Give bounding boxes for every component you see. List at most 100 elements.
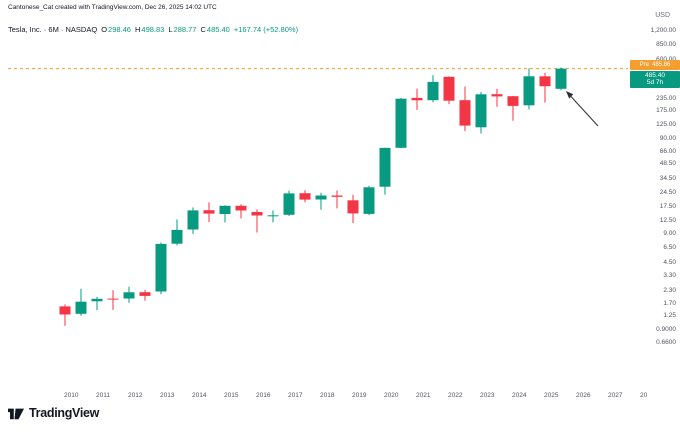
candle-2010-h2[interactable]: [75, 288, 87, 316]
candle-body: [267, 215, 279, 217]
price-axis[interactable]: 1,200.00850.00600.00315.00235.00175.0012…: [628, 0, 680, 390]
ohlc-field-value: 485.40: [206, 25, 230, 34]
ohlc-field-value: 498.83: [141, 25, 165, 34]
candle-body: [491, 94, 503, 97]
candle-2021-h1[interactable]: [411, 88, 423, 110]
candle-body: [75, 301, 87, 314]
ohlc-field-label: C: [200, 25, 206, 34]
time-axis-label: 2011: [96, 392, 110, 399]
time-axis-label: 2019: [352, 392, 367, 399]
price-axis-label: 1,200.00: [650, 27, 676, 34]
time-axis-label: 2025: [544, 392, 559, 399]
time-axis-label: 2023: [480, 392, 495, 399]
price-axis-label: 90.00: [659, 134, 676, 142]
candle-body: [411, 97, 423, 101]
arrow-shaft: [570, 96, 599, 127]
candle-2016-h1[interactable]: [251, 209, 263, 233]
price-axis-label: 4.50: [663, 259, 676, 267]
symbol-info-row[interactable]: Tesla, Inc. · 6M · NASDAQ O298.46 H498.83 L…: [8, 25, 298, 34]
price-axis-label: 9.00: [663, 230, 676, 238]
time-axis-label: 2022: [448, 392, 463, 399]
candle-2023-h1[interactable]: [475, 91, 487, 134]
candle-2025-h2[interactable]: [555, 67, 567, 91]
candle-body: [459, 100, 471, 126]
time-axis-label: 2015: [224, 392, 239, 399]
candle-2022-h2[interactable]: [459, 86, 471, 131]
candle-2019-h1[interactable]: [347, 194, 359, 224]
candle-body: [235, 205, 247, 211]
candle-body: [219, 205, 231, 214]
arrow-head: [566, 91, 574, 99]
candle-2016-h2[interactable]: [267, 210, 279, 223]
candle-body: [139, 292, 151, 296]
time-axis-label: 2018: [320, 392, 335, 399]
ohlc-field-label: O: [101, 25, 108, 34]
candle-body: [315, 195, 327, 200]
price-axis-label: 17.50: [659, 202, 676, 210]
candle-2014-h1[interactable]: [187, 207, 199, 234]
candle-2024-h1[interactable]: [507, 96, 519, 121]
time-axis-label: 2020: [384, 392, 399, 399]
candle-2024-h2[interactable]: [523, 68, 535, 110]
candle-body: [107, 298, 119, 300]
time-axis[interactable]: 2010 2011 2012 2013 2014 2015 2016 2017 2018 2019…: [0, 388, 680, 402]
candle-body: [155, 243, 167, 292]
candle-2012-h1[interactable]: [123, 286, 135, 303]
candle-2010-h1[interactable]: [59, 304, 71, 326]
candle-2012-h2[interactable]: [139, 290, 151, 301]
candle-body: [555, 68, 567, 89]
time-axis-label: 2017: [288, 392, 303, 399]
candle-body: [59, 306, 71, 315]
candle-2018-h2[interactable]: [331, 190, 343, 209]
candle-2017-h1[interactable]: [283, 190, 295, 216]
ohlc-field-label: L: [168, 25, 173, 34]
footer-brand[interactable]: TradingView: [8, 406, 99, 420]
candle-2021-h2[interactable]: [427, 75, 439, 103]
candle-2022-h1[interactable]: [443, 76, 455, 105]
candle-body: [475, 94, 487, 128]
price-axis-label: 1.25: [663, 312, 676, 320]
time-axis-label: 2021: [416, 392, 431, 399]
tradingview-logo-icon: [8, 408, 24, 419]
candle-body: [507, 96, 519, 106]
candle-2011-h2[interactable]: [107, 290, 119, 310]
price-axis-label: 850.00: [656, 41, 676, 49]
time-axis-label: 2024: [512, 392, 527, 399]
price-axis-label: 1.70: [663, 299, 676, 307]
ohlc-field-value: 288.77: [173, 25, 197, 34]
price-axis-label: 66.00: [659, 147, 676, 155]
price-axis-label: 6.50: [663, 243, 676, 251]
candle-2020-h2[interactable]: [395, 98, 407, 149]
candle-body: [539, 76, 551, 87]
candle-2015-h2[interactable]: [235, 204, 247, 219]
candle-2013-h1[interactable]: [155, 242, 167, 295]
ohlc-field-label: H: [134, 25, 141, 34]
candle-2018-h1[interactable]: [315, 192, 327, 210]
last-price-badge: 485.40 5d 7h: [630, 70, 680, 88]
price-axis-label: 24.50: [659, 188, 676, 196]
time-axis-label: 2010: [64, 392, 79, 399]
candle-2017-h2[interactable]: [299, 190, 311, 203]
price-axis-label: 175.00: [656, 107, 676, 114]
candle-body: [251, 212, 263, 216]
candle-body: [331, 195, 343, 197]
candle-2011-h1[interactable]: [91, 296, 103, 311]
candle-2020-h1[interactable]: [379, 147, 391, 195]
candle-2013-h2[interactable]: [171, 219, 183, 246]
time-axis-label: 20: [640, 392, 648, 399]
candle-2015-h1[interactable]: [219, 205, 231, 223]
candle-2019-h2[interactable]: [363, 185, 375, 216]
candle-2025-h1[interactable]: [539, 72, 551, 103]
candle-body: [347, 200, 359, 214]
candle-body: [395, 98, 407, 148]
candle-body: [299, 193, 311, 200]
symbol-description[interactable]: Tesla, Inc. · 6M · NASDAQ: [8, 25, 98, 34]
candle-2023-h2[interactable]: [491, 88, 503, 107]
candle-body: [283, 193, 295, 215]
premarket-price-badge: Pre 485.86: [630, 60, 680, 70]
annotation-arrow[interactable]: [566, 91, 599, 127]
last-price-value: 485.40: [645, 71, 665, 79]
candle-2014-h2[interactable]: [203, 202, 215, 223]
